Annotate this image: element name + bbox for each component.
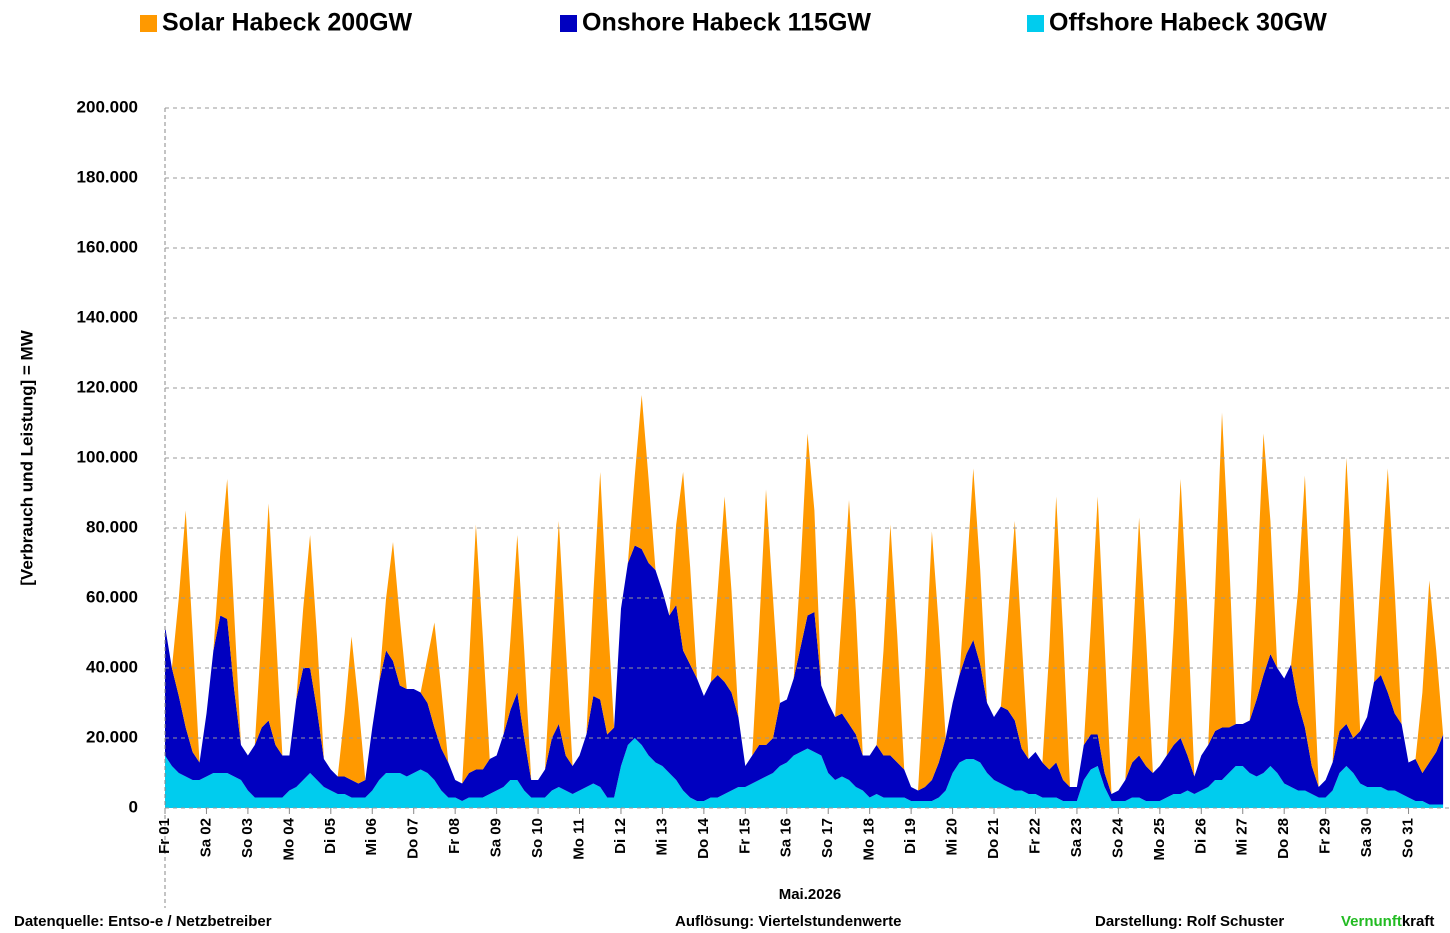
footer-brand: Vernunftkraft xyxy=(1341,913,1434,930)
area xyxy=(165,395,1444,794)
x-tick-label: Mo 18 xyxy=(861,818,878,861)
x-tick-label: Mo 04 xyxy=(280,817,297,860)
x-tick-label: Mi 13 xyxy=(653,818,670,856)
x-tick-label: Fr 08 xyxy=(446,818,463,854)
x-tick-label: Sa 02 xyxy=(197,818,214,857)
x-tick-label: Di 12 xyxy=(612,818,629,854)
x-tick-label: Sa 09 xyxy=(488,818,505,857)
legend-swatch xyxy=(1027,15,1044,32)
y-axis-label: [Verbrauch und Leistung] = MW xyxy=(17,329,36,585)
y-tick-label: 200.000 xyxy=(77,97,138,116)
x-tick-label: Do 21 xyxy=(985,818,1002,859)
area xyxy=(165,738,1444,808)
y-tick-label: 40.000 xyxy=(86,657,138,676)
x-tick-label: Mo 25 xyxy=(1151,818,1168,861)
footer-source: Datenquelle: Entso-e / Netzbetreiber xyxy=(14,913,272,930)
footer-author: Darstellung: Rolf Schuster xyxy=(1095,913,1284,930)
x-tick-label: So 24 xyxy=(1109,817,1126,858)
legend-label: Solar Habeck 200GW xyxy=(162,9,413,37)
x-tick-label: Do 07 xyxy=(405,818,422,859)
x-tick-label: So 17 xyxy=(819,818,836,858)
x-tick-label: Mi 20 xyxy=(944,818,961,856)
legend-swatch xyxy=(560,15,577,32)
x-tick-label: Do 14 xyxy=(695,817,712,859)
area xyxy=(165,545,1444,805)
y-tick-label: 80.000 xyxy=(86,517,138,536)
x-tick-label: Fr 15 xyxy=(736,818,753,854)
y-tick-label: 140.000 xyxy=(77,307,138,326)
x-tick-label: Sa 16 xyxy=(778,818,795,857)
x-tick-label: Sa 23 xyxy=(1068,818,1085,857)
x-tick-label: Mi 27 xyxy=(1234,818,1251,856)
y-tick-label: 100.000 xyxy=(77,447,138,466)
y-tick-label: 180.000 xyxy=(77,167,138,186)
y-tick-label: 160.000 xyxy=(77,237,138,256)
y-tick-label: 60.000 xyxy=(86,587,138,606)
brand-black: kraft xyxy=(1402,913,1435,930)
x-tick-label: So 10 xyxy=(529,818,546,858)
x-axis-label: Mai.2026 xyxy=(779,886,842,903)
x-tick-label: Fr 01 xyxy=(156,818,173,854)
x-tick-label: Di 26 xyxy=(1192,818,1209,854)
x-tick-label: Do 28 xyxy=(1275,818,1292,859)
footer-resolution: Auflösung: Viertelstundenwerte xyxy=(675,913,901,930)
x-tick-label: Fr 22 xyxy=(1026,818,1043,854)
x-tick-label: Mo 11 xyxy=(570,818,587,860)
brand-green: Vernunft xyxy=(1341,913,1402,930)
x-tick-label: So 31 xyxy=(1400,818,1417,858)
x-tick-label: Mi 06 xyxy=(363,818,380,856)
y-tick-label: 120.000 xyxy=(77,377,138,396)
x-tick-label: So 03 xyxy=(239,818,256,858)
legend-label: Onshore Habeck 115GW xyxy=(582,9,871,37)
y-tick-label: 0 xyxy=(129,797,138,816)
x-tick-label: Fr 29 xyxy=(1317,818,1334,854)
areas xyxy=(165,395,1444,808)
legend-swatch xyxy=(140,15,157,32)
y-tick-label: 20.000 xyxy=(86,727,138,746)
x-tick-label: Sa 30 xyxy=(1358,818,1375,857)
x-tick-label: Di 05 xyxy=(322,818,339,854)
x-tick-label: Di 19 xyxy=(902,818,919,854)
legend-label: Offshore Habeck 30GW xyxy=(1049,9,1327,37)
